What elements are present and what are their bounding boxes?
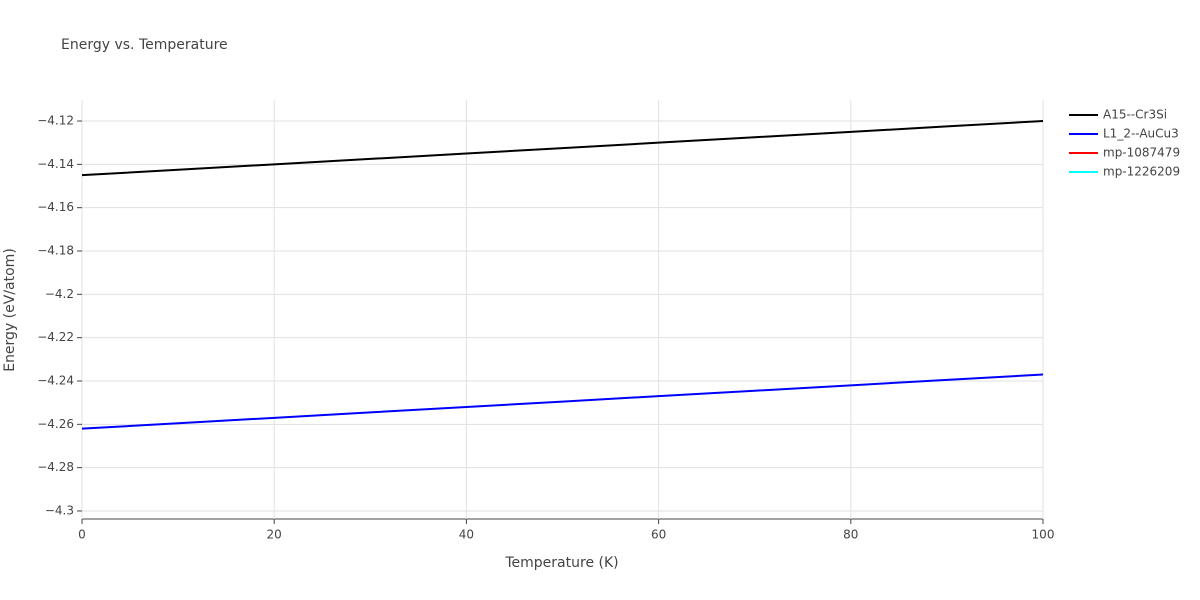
x-tick-label: 20 [267, 528, 282, 542]
x-tick-label: 100 [1032, 528, 1055, 542]
y-tick-label: −4.26 [37, 417, 74, 431]
series-line [81, 120, 1044, 177]
chart-title: Energy vs. Temperature [61, 37, 228, 53]
series-line [81, 373, 1044, 430]
legend-label: L1_2--AuCu3 [1103, 127, 1179, 141]
legend-label: mp-1087479 [1103, 146, 1180, 160]
x-tick-label: 80 [843, 528, 858, 542]
y-tick-label: −4.14 [37, 157, 74, 171]
grid [81, 100, 1044, 519]
legend-label: A15--Cr3Si [1103, 108, 1167, 122]
y-axis-label: Energy (eV/atom) [2, 248, 18, 372]
x-axis-label: Temperature (K) [504, 555, 618, 571]
y-tick-label: −4.3 [45, 503, 74, 517]
x-tick-label: 40 [459, 528, 474, 542]
y-tick-label: −4.22 [37, 330, 74, 344]
y-tick-label: −4.28 [37, 460, 74, 474]
x-tick-label: 0 [78, 528, 86, 542]
x-tick-label: 60 [651, 528, 666, 542]
y-tick-label: −4.12 [37, 114, 74, 128]
legend-label: mp-1226209 [1103, 165, 1180, 179]
y-tick-label: −4.18 [37, 244, 74, 258]
y-tick-label: −4.24 [37, 373, 74, 387]
y-tick-label: −4.16 [37, 200, 74, 214]
y-tick-label: −4.2 [45, 287, 74, 301]
